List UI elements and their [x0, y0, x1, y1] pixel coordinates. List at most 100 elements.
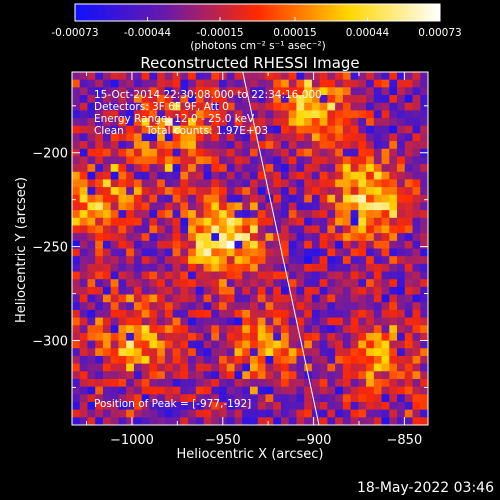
heatmap-cell: [350, 79, 359, 88]
heatmap-cell: [265, 378, 274, 388]
heatmap-cell: [366, 225, 375, 234]
heatmap-cell: [87, 87, 96, 96]
heatmap-cell: [234, 125, 243, 134]
heatmap-cell: [79, 309, 88, 318]
heatmap-cell: [296, 156, 305, 165]
heatmap-cell: [226, 378, 235, 388]
heatmap-cell: [234, 210, 243, 219]
heatmap-cell: [149, 141, 158, 150]
heatmap-cell: [335, 110, 344, 119]
heatmap-cell: [327, 102, 336, 111]
heatmap-cell: [79, 95, 88, 104]
heatmap-cell: [319, 233, 328, 242]
heatmap-cell: [157, 417, 166, 425]
heatmap-cell: [335, 133, 344, 142]
heatmap-cell: [126, 332, 135, 341]
heatmap-cell: [149, 340, 158, 349]
heatmap-cell: [149, 202, 158, 211]
heatmap-cell: [211, 179, 220, 188]
heatmap-cell: [195, 256, 204, 265]
heatmap-cell: [110, 72, 119, 81]
heatmap-cell: [373, 302, 382, 311]
heatmap-cell: [412, 210, 421, 219]
heatmap-cell: [373, 378, 382, 388]
heatmap-cell: [211, 302, 220, 311]
heatmap-cell: [79, 72, 88, 81]
heatmap-cell: [350, 179, 359, 188]
heatmap-cell: [157, 371, 166, 380]
heatmap-cell: [172, 256, 181, 265]
heatmap-cell: [280, 210, 290, 219]
heatmap-cell: [412, 233, 421, 242]
heatmap-cell: [350, 309, 359, 318]
heatmap-cell: [389, 348, 398, 357]
heatmap-cell: [141, 256, 150, 265]
heatmap-cell: [389, 256, 398, 265]
heatmap-cell: [118, 125, 127, 134]
heatmap-cell: [219, 302, 228, 311]
heatmap-cell: [172, 202, 181, 211]
heatmap-cell: [203, 386, 212, 395]
annotation-total-counts: Total counts: 1.97E+03: [145, 125, 268, 137]
heatmap-cell: [335, 309, 344, 318]
heatmap-cell: [327, 210, 336, 219]
heatmap-cell: [366, 171, 375, 180]
heatmap-cell: [404, 409, 413, 418]
heatmap-cell: [404, 202, 413, 211]
heatmap-cell: [420, 294, 428, 303]
heatmap-cell: [257, 394, 266, 403]
heatmap-cell: [172, 378, 181, 388]
heatmap-cell: [327, 394, 336, 403]
heatmap-cell: [219, 79, 228, 88]
heatmap-cell: [366, 179, 375, 188]
heatmap-cell: [311, 179, 321, 188]
heatmap-cell: [87, 371, 96, 380]
heatmap-cell: [211, 340, 220, 349]
heatmap-cell: [149, 263, 158, 272]
heatmap-cell: [242, 417, 251, 425]
heatmap-cell: [126, 401, 135, 411]
heatmap-cell: [110, 409, 119, 418]
heatmap-cell: [397, 156, 406, 165]
heatmap-cell: [95, 286, 104, 295]
heatmap-cell: [149, 302, 158, 311]
heatmap-cell: [373, 110, 382, 119]
heatmap-cell: [110, 240, 119, 249]
heatmap-cell: [102, 409, 112, 418]
heatmap-cell: [126, 79, 135, 88]
heatmap-cell: [273, 248, 282, 257]
heatmap-cell: [265, 348, 274, 357]
heatmap-cell: [180, 340, 189, 349]
heatmap-cell: [226, 164, 235, 173]
annotation-detectors: Detectors: 3F 6F 9F, Att 0: [94, 101, 229, 113]
heatmap-cell: [133, 179, 143, 188]
heatmap-cell: [149, 79, 158, 88]
heatmap-cell: [366, 110, 375, 119]
heatmap-cell: [296, 371, 305, 380]
heatmap-cell: [118, 148, 127, 157]
heatmap-cell: [195, 417, 204, 425]
heatmap-cell: [211, 202, 220, 211]
heatmap-cell: [327, 271, 336, 280]
heatmap-cell: [133, 125, 143, 134]
heatmap-cell: [265, 271, 274, 280]
heatmap-cell: [288, 171, 297, 180]
heatmap-cell: [265, 294, 274, 303]
heatmap-cell: [72, 125, 81, 134]
heatmap-cell: [172, 386, 181, 395]
heatmap-cell: [226, 79, 235, 88]
heatmap-cell: [87, 417, 96, 425]
heatmap-cell: [412, 294, 421, 303]
heatmap-cell: [219, 95, 228, 104]
heatmap-cell: [126, 233, 135, 242]
heatmap-cell: [358, 348, 367, 357]
heatmap-cell: [311, 148, 321, 157]
heatmap-cell: [311, 348, 321, 357]
heatmap-cell: [141, 148, 150, 157]
heatmap-cell: [296, 125, 305, 134]
heatmap-cell: [296, 79, 305, 88]
heatmap-cell: [265, 79, 274, 88]
heatmap-cell: [133, 294, 143, 303]
heatmap-cell: [195, 394, 204, 403]
heatmap-cell: [133, 263, 143, 272]
